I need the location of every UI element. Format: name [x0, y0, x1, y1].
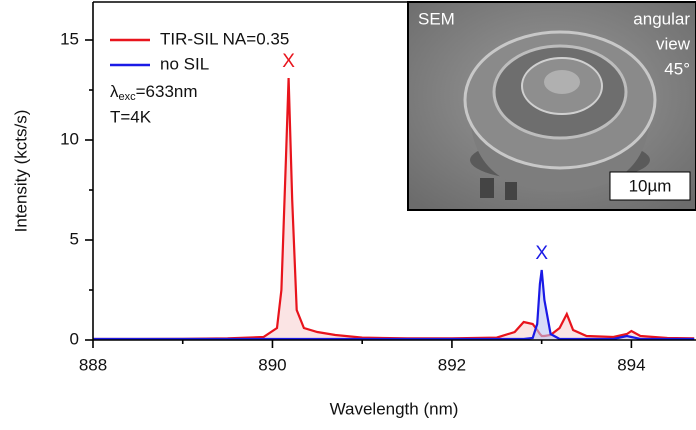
inset-label: SEM — [418, 9, 455, 28]
subscript: exc — [119, 91, 137, 103]
plot-area — [93, 77, 695, 340]
x-tick-label: 894 — [617, 355, 645, 374]
y-tick-label: 15 — [60, 29, 79, 48]
peak-label: X — [282, 51, 295, 72]
y-axis-title: Intensity (kcts/s) — [11, 110, 30, 233]
series-line — [93, 77, 695, 340]
series-line — [93, 269, 695, 340]
scale-bar-label: 10µm — [629, 176, 672, 195]
x-tick-label: 890 — [258, 355, 286, 374]
y-tick-label: 10 — [60, 129, 79, 148]
peak-label: X — [535, 243, 548, 264]
sem-inset — [407, 1, 696, 211]
excitation-value: =633nm — [136, 82, 198, 101]
inset-view-text: view — [656, 34, 691, 53]
inset-view-text: angular — [633, 9, 690, 28]
excitation-label: λexc=633nm — [110, 82, 198, 102]
legend-label: no SIL — [160, 54, 209, 73]
inset-view-text: 45° — [664, 59, 690, 78]
x-tick-label: 892 — [438, 355, 466, 374]
temperature-label: T=4K — [110, 107, 152, 126]
series-area — [93, 270, 695, 340]
y-tick-label: 5 — [70, 229, 79, 248]
y-tick-label: 0 — [70, 329, 79, 348]
x-axis-title: Wavelength (nm) — [330, 399, 459, 418]
x-tick-label: 888 — [79, 355, 107, 374]
legend-label: TIR-SIL NA=0.35 — [160, 29, 289, 48]
lambda: λ — [110, 82, 119, 101]
